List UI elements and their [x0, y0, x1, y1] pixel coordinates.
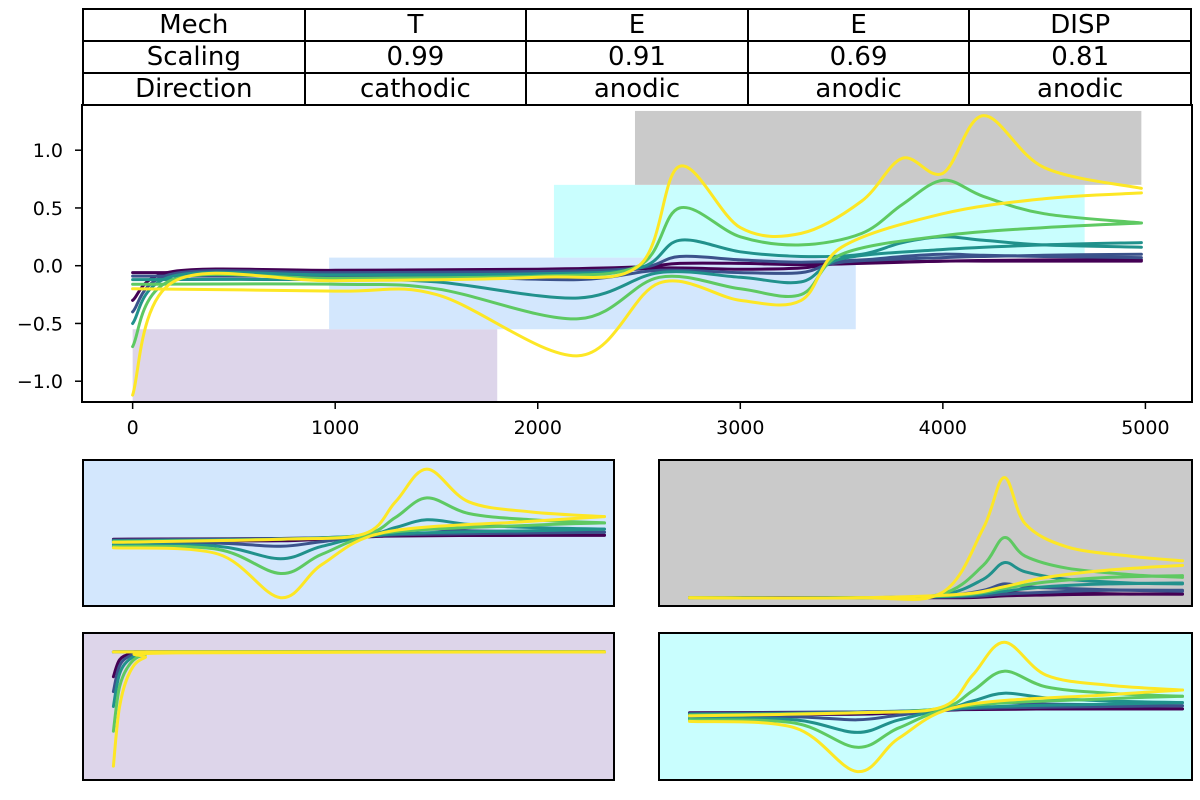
- series-line-2-reverse: [688, 704, 1184, 722]
- series-line-5-forward: [688, 640, 1184, 718]
- table-cell: Scaling: [82, 40, 306, 74]
- table-cell: 0.91: [525, 40, 749, 74]
- series-line-5-forward: [111, 467, 606, 544]
- table-cell: 0.81: [968, 40, 1192, 74]
- series-line-4-reverse: [131, 221, 1143, 321]
- main-chart: 0 1000 2000 3000 4000 5000 −1.0 −0.5 0.0 0.5 1.0: [17, 104, 1193, 439]
- x-tick-label: 3000: [716, 417, 764, 439]
- table-cell: Mech: [82, 8, 306, 42]
- y-tick-label: 0.5: [33, 198, 63, 220]
- y-tick-label: −1.0: [17, 371, 63, 393]
- table-cell: anodic: [968, 72, 1192, 106]
- subplot-background: [82, 632, 615, 781]
- series-line-2-reverse: [111, 530, 606, 548]
- table-cell: 0.69: [746, 40, 971, 74]
- mechanism-table: Mech T E E DISP Scaling 0.99 0.91 0.69 0…: [82, 8, 1192, 106]
- series-line-4-forward: [131, 178, 1143, 349]
- table-cell: E: [746, 8, 971, 42]
- table-row-direction: Direction cathodic anodic anodic anodic: [82, 72, 1192, 106]
- x-tick-label: 0: [127, 417, 139, 439]
- subplot-cyan: [658, 632, 1193, 781]
- table-cell: anodic: [746, 72, 971, 106]
- table-cell: T: [303, 8, 528, 42]
- main-plot-frame: [81, 104, 1193, 403]
- x-tick-label: 1000: [311, 417, 359, 439]
- table-cell: DISP: [968, 8, 1192, 42]
- table-cell: cathodic: [303, 72, 528, 106]
- subplot-frame: [658, 632, 1193, 781]
- table-row-scaling: Scaling 0.99 0.91 0.69 0.81: [82, 40, 1192, 74]
- series-line-5-reverse: [688, 563, 1184, 600]
- series-line-2-forward: [131, 252, 1143, 314]
- y-tick-label: 0.0: [33, 256, 63, 278]
- subplot-frame: [82, 459, 615, 607]
- region-rect-1: [132, 329, 498, 402]
- table-cell: Direction: [82, 72, 306, 106]
- subplot-gray: [658, 459, 1193, 607]
- table-cell: anodic: [525, 72, 749, 106]
- x-tick-label: 5000: [1121, 417, 1169, 439]
- x-tick-label: 4000: [919, 417, 967, 439]
- series-line-4-reverse: [688, 694, 1184, 749]
- table-cell: 0.99: [303, 40, 528, 74]
- series-line-4-reverse: [111, 521, 606, 576]
- subplot-frame: [82, 632, 615, 781]
- series-line-3-forward: [131, 235, 1143, 325]
- subplot-blue: [82, 459, 615, 607]
- series-line-3-reverse: [111, 527, 606, 561]
- x-tick-label: 2000: [514, 417, 562, 439]
- y-tick-label: 1.0: [33, 140, 63, 162]
- series-line-3-reverse: [688, 701, 1184, 734]
- table-row-mech: Mech T E E DISP: [82, 8, 1192, 42]
- series-line-5-forward: [131, 114, 1143, 397]
- series-line-5-reverse: [688, 688, 1184, 774]
- table-cell: E: [525, 8, 749, 42]
- series-line-5-reverse: [111, 515, 606, 600]
- subplot-frame: [658, 459, 1193, 607]
- subplot-purple: [82, 632, 615, 781]
- y-tick-label: −0.5: [17, 313, 63, 335]
- series-line-5-reverse: [131, 191, 1143, 358]
